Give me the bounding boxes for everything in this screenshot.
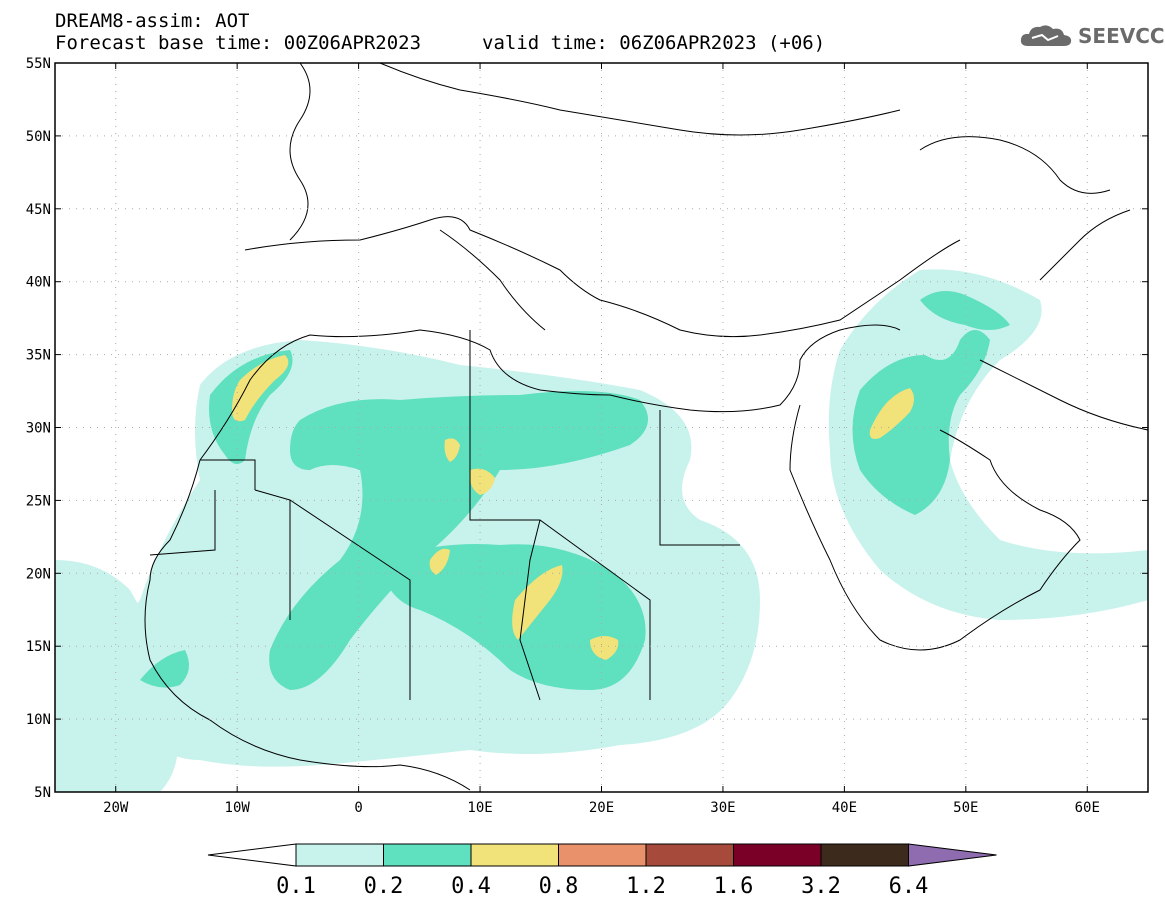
lat-label: 30N — [26, 421, 51, 437]
colorbar-label: 6.4 — [889, 874, 929, 899]
colorbar-label: 0.2 — [364, 874, 404, 899]
lon-label: 10E — [467, 800, 492, 816]
colorbar-bin — [645, 843, 734, 867]
lon-label: 10W — [225, 800, 251, 816]
colorbar-label: 0.4 — [451, 874, 491, 899]
logo-text: SEEVCCC — [1078, 24, 1165, 48]
lat-label: 15N — [26, 639, 51, 655]
lon-label: 50E — [953, 800, 978, 816]
lat-label: 40N — [26, 275, 51, 291]
lon-label: 20E — [589, 800, 614, 816]
lat-label: 45N — [26, 202, 51, 218]
lat-label: 35N — [26, 348, 51, 364]
lon-labels: 20W 10W 0 10E 20E 30E 40E 50E 60E — [103, 800, 1100, 816]
aot-field — [55, 269, 1148, 792]
colorbar-bin — [295, 843, 384, 867]
colorbar-label: 0.8 — [539, 874, 579, 899]
lon-label: 0 — [354, 800, 362, 816]
lat-label: 50N — [26, 129, 51, 145]
colorbar-bin — [470, 843, 559, 867]
lat-labels: 55N 50N 45N 40N 35N 30N 25N 20N 15N 10N 5N — [26, 56, 51, 801]
valid-time: valid time: 06Z06APR2023 (+06) — [482, 32, 826, 54]
colorbar-label: 3.2 — [801, 874, 841, 899]
lon-label: 20W — [103, 800, 129, 816]
colorbar-label: 1.6 — [714, 874, 754, 899]
axis-ticks — [55, 62, 1148, 793]
lat-label: 10N — [26, 712, 51, 728]
colorbar-low-arrow — [207, 843, 297, 867]
colorbar-bin — [733, 843, 822, 867]
lon-label: 60E — [1075, 800, 1100, 816]
lat-label: 55N — [26, 56, 51, 72]
colorbar-bin — [558, 843, 647, 867]
colorbar-bin — [383, 843, 472, 867]
colorbar-high-arrow — [908, 843, 997, 867]
coastlines — [144, 63, 1148, 791]
colorbar: 0.1 0.2 0.4 0.8 1.2 1.6 3.2 6.4 — [207, 843, 997, 899]
lat-label: 20N — [26, 566, 51, 582]
lon-label: 40E — [832, 800, 857, 816]
cloud-icon — [1020, 25, 1072, 46]
lat-label: 5N — [34, 785, 51, 801]
lat-label: 25N — [26, 493, 51, 509]
colorbar-label: 1.2 — [626, 874, 666, 899]
seevccc-logo: SEEVCCC — [1018, 22, 1165, 50]
aot-band-0.4 — [232, 355, 914, 660]
map-title: DREAM8-assim: AOT — [55, 10, 250, 32]
colorbar-label: 0.1 — [276, 874, 316, 899]
lon-label: 30E — [710, 800, 735, 816]
forecast-base-time: Forecast base time: 00Z06APR2023 — [55, 32, 422, 54]
colorbar-bin — [820, 843, 909, 867]
